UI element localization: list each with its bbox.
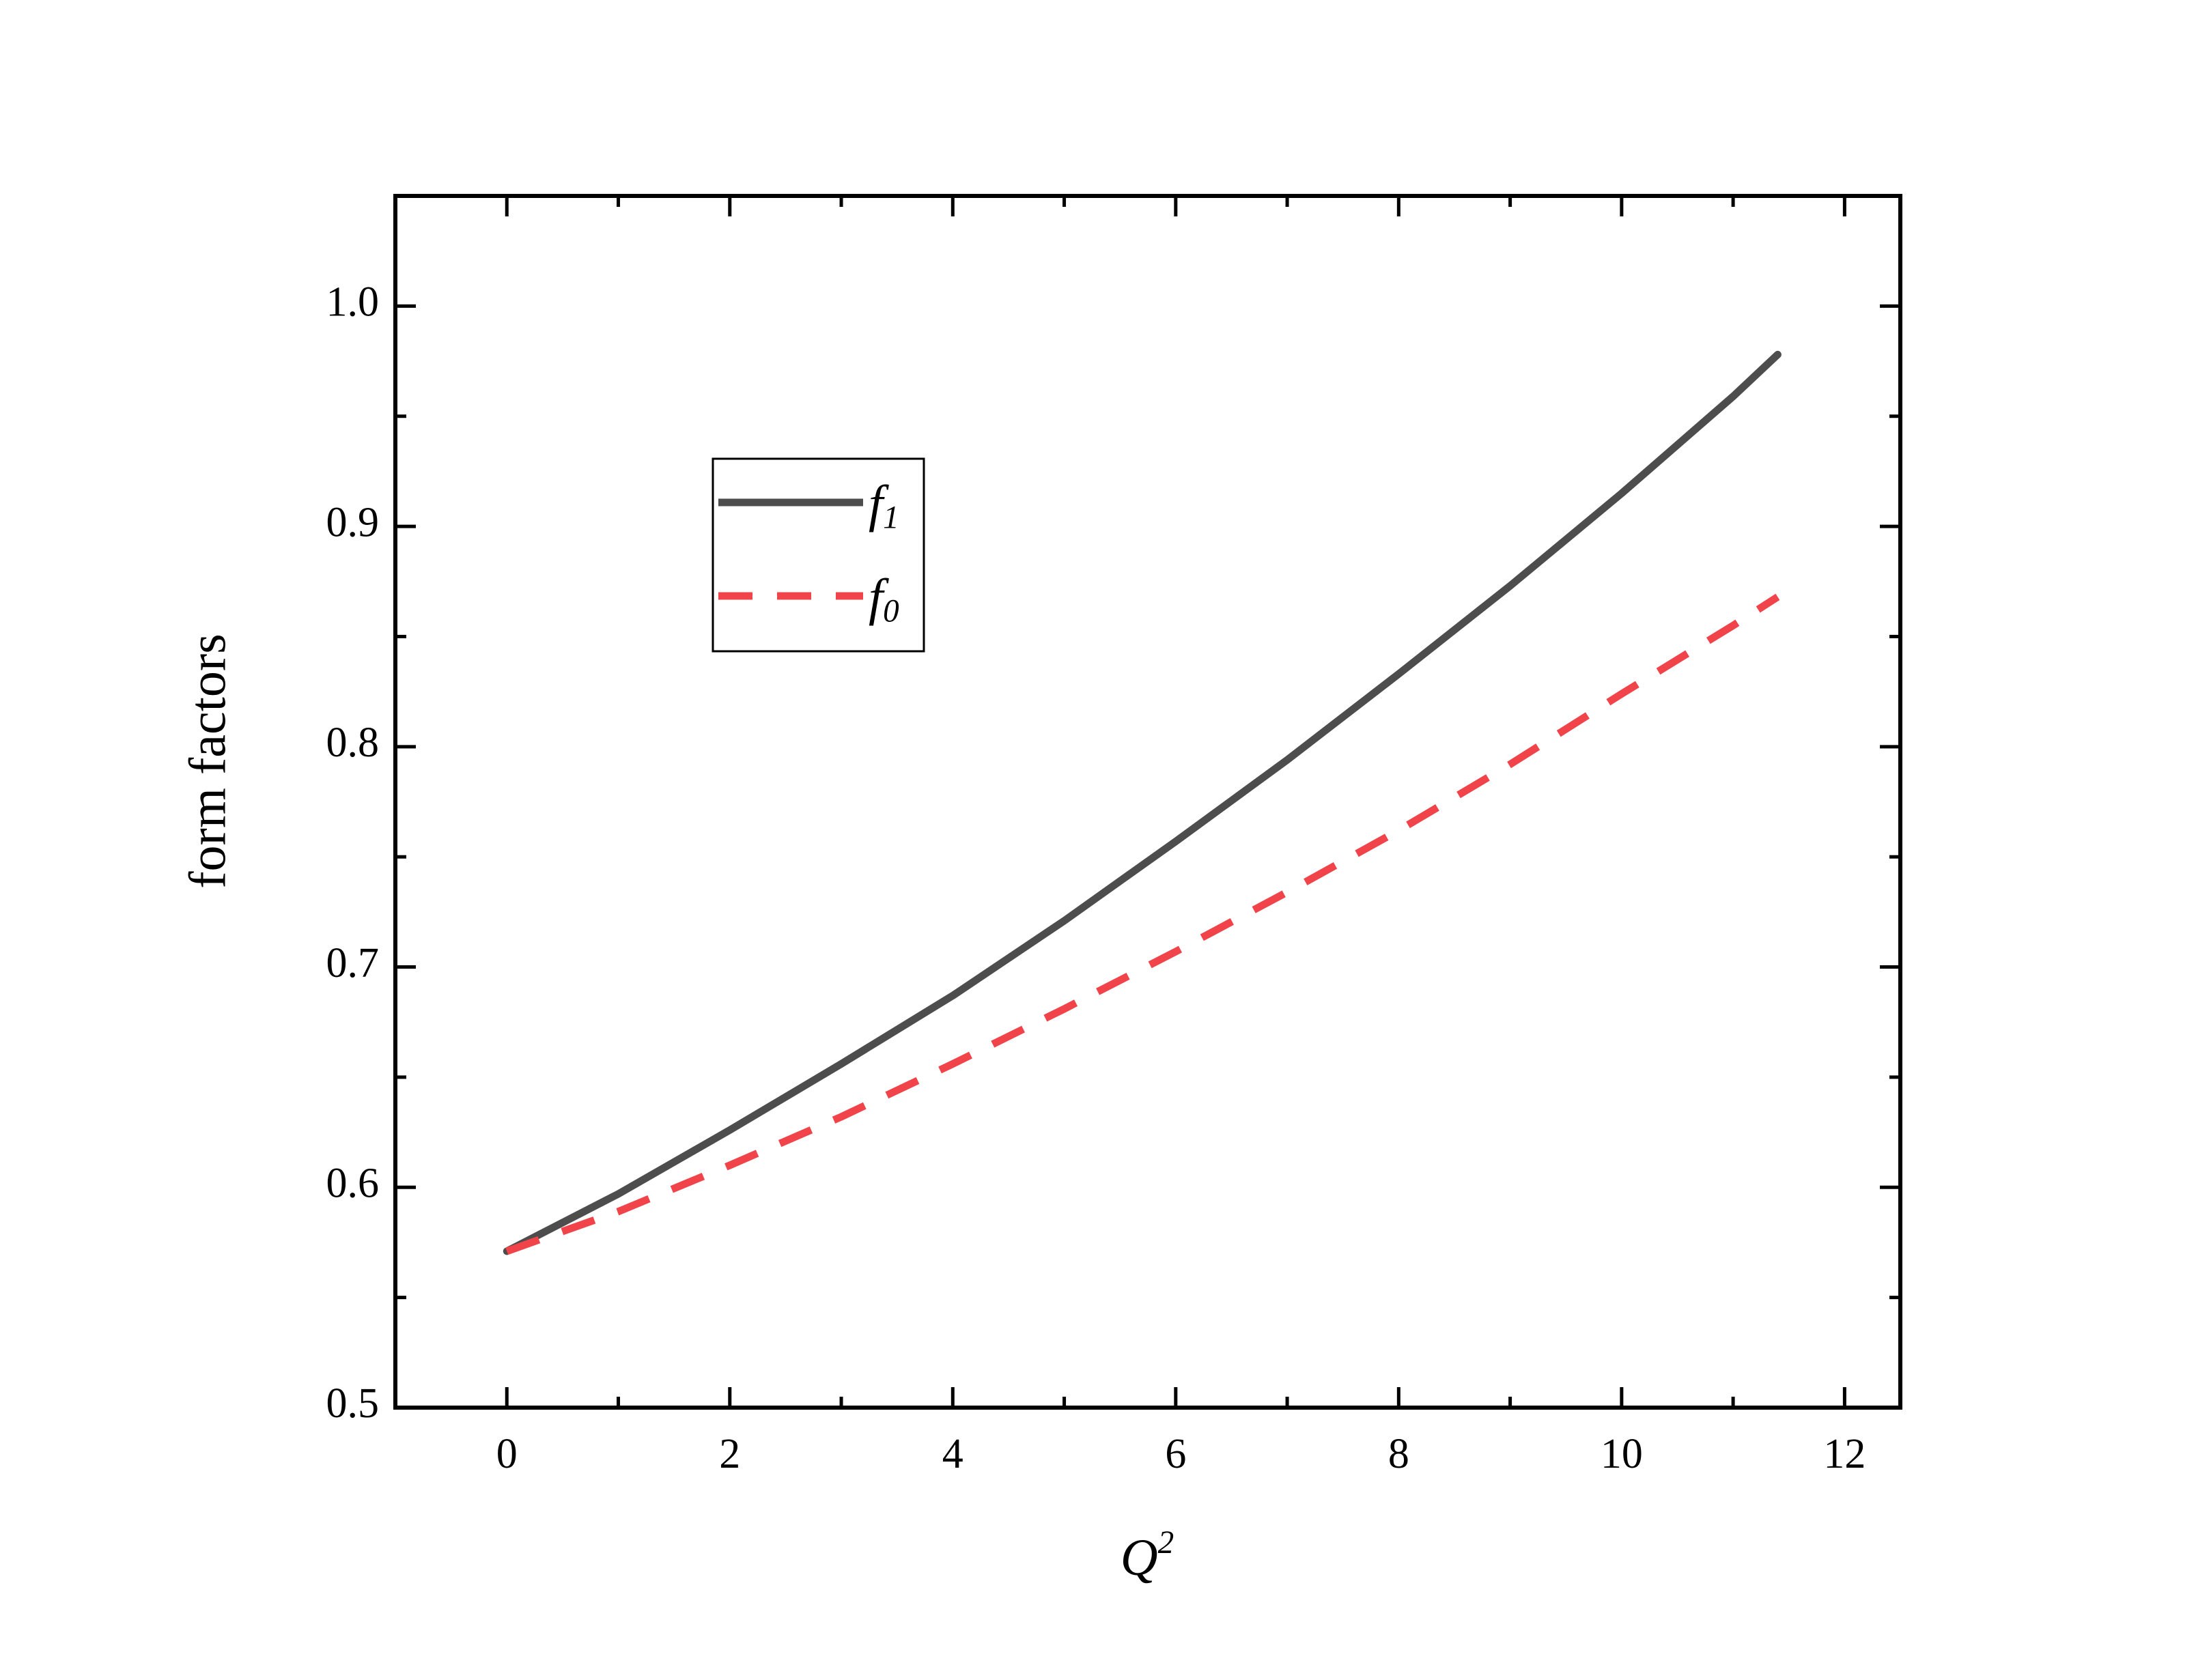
x-tick-label: 12 [1823, 1431, 1866, 1477]
x-tick-label: 4 [942, 1431, 963, 1477]
y-tick-label: 0.9 [326, 499, 380, 545]
y-axis-title: form factors [179, 633, 236, 889]
y-tick-label: 1.0 [326, 279, 380, 326]
x-tick-label: 6 [1165, 1431, 1186, 1477]
series-line [503, 350, 1782, 1255]
legend-box [712, 457, 925, 653]
y-tick-label: 0.8 [326, 720, 380, 766]
x-axis-title: Q2 [1121, 1525, 1174, 1587]
x-tick-label: 2 [719, 1431, 740, 1477]
plot-frame [393, 194, 1902, 1410]
y-tick-label: 0.5 [326, 1380, 380, 1427]
x-tick-label: 10 [1601, 1431, 1643, 1477]
x-tick-label: 8 [1388, 1431, 1409, 1477]
y-tick-label: 0.6 [326, 1161, 380, 1207]
y-tick-label: 0.7 [326, 940, 380, 986]
series-line [505, 593, 1780, 1255]
x-tick-label: 0 [496, 1431, 518, 1477]
